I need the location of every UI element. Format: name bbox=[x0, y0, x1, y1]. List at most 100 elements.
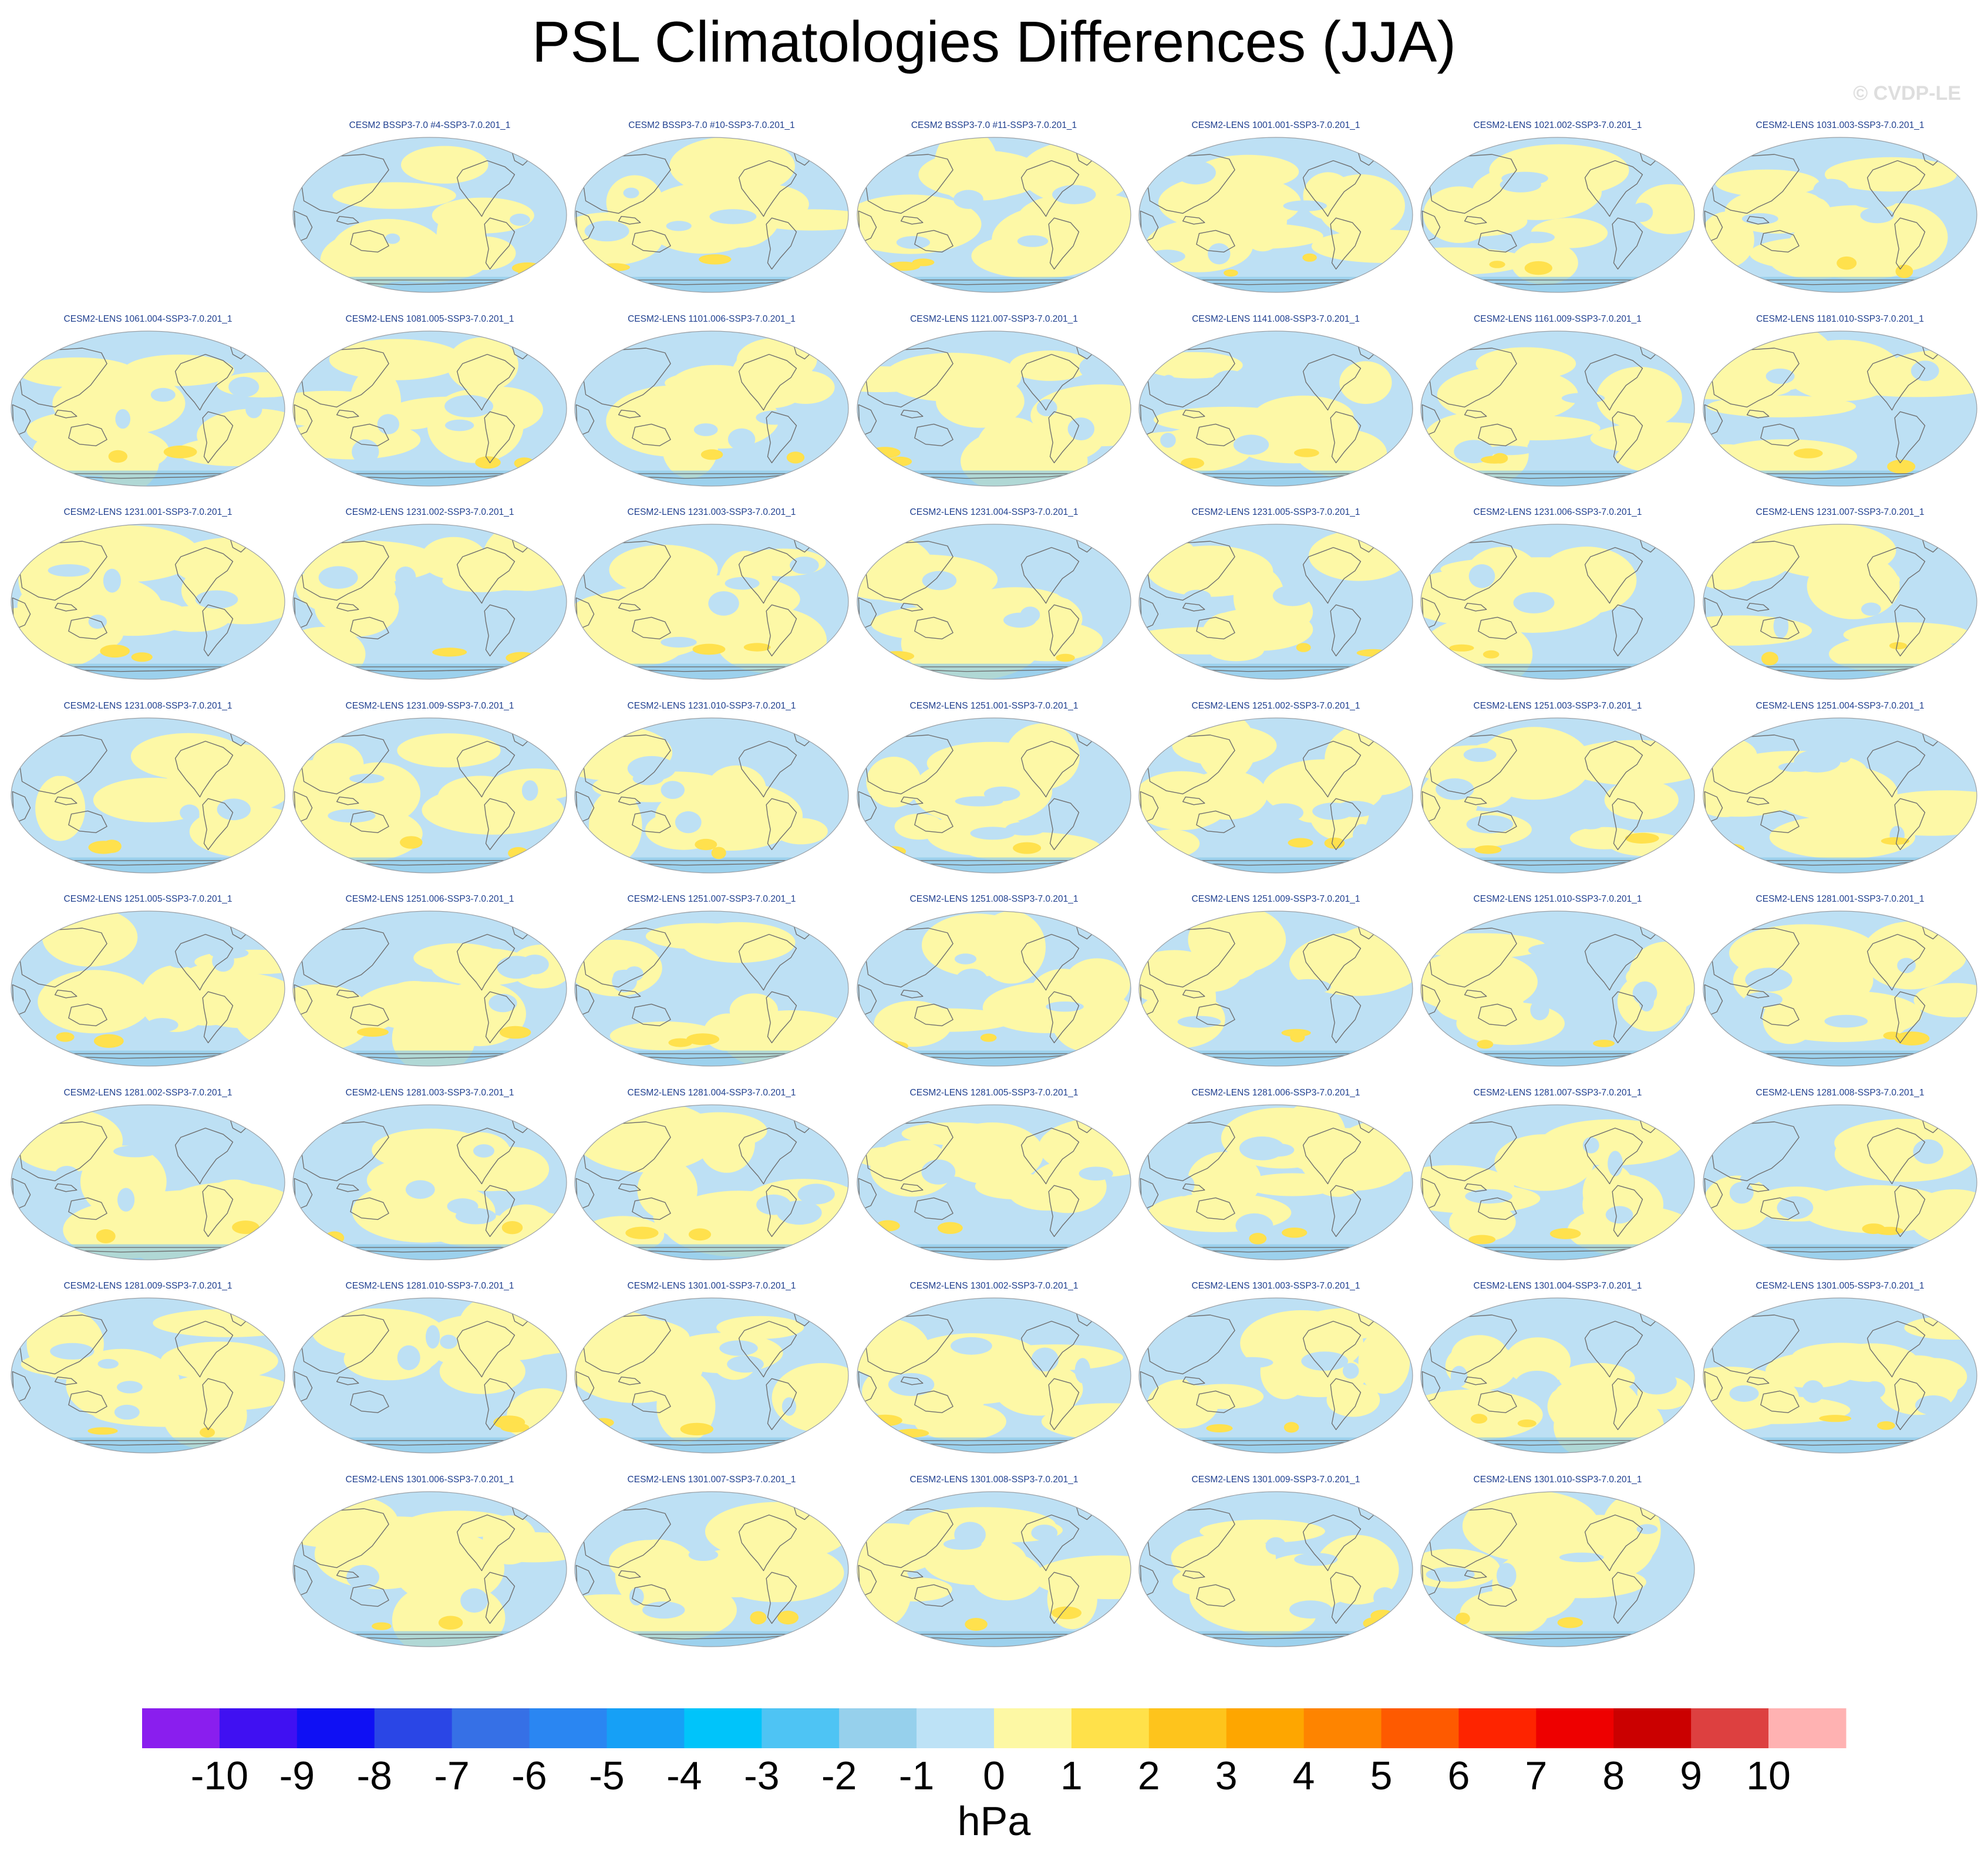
positive-anomaly-region bbox=[857, 1146, 936, 1168]
negative-anomaly-region bbox=[395, 566, 416, 588]
coastline bbox=[900, 1376, 924, 1385]
strong-positive-anomaly bbox=[1517, 1419, 1537, 1428]
panel-title: CESM2-LENS 1031.003-SSP3-7.0.201_1 bbox=[1755, 120, 1925, 130]
coastline bbox=[1302, 547, 1362, 604]
coastline bbox=[484, 798, 515, 851]
coastline bbox=[1427, 348, 1517, 408]
coastline bbox=[1302, 353, 1362, 411]
coastline bbox=[1746, 1376, 1770, 1385]
panel-title: CESM2-LENS 1231.003-SSP3-7.0.201_1 bbox=[627, 507, 796, 517]
map-border bbox=[857, 137, 1131, 293]
southern-ocean-anomaly bbox=[1139, 1050, 1413, 1066]
colorbar-swatch bbox=[994, 1708, 1072, 1748]
positive-anomaly-region bbox=[736, 338, 817, 382]
panel-title: CESM2-LENS 1301.009-SSP3-7.0.201_1 bbox=[1191, 1475, 1360, 1485]
positive-anomaly-region bbox=[130, 733, 246, 780]
negative-anomaly-region bbox=[1160, 375, 1177, 397]
coastline bbox=[1760, 1197, 1800, 1220]
map-border bbox=[1703, 331, 1977, 487]
coastline bbox=[914, 1003, 953, 1027]
map-plot bbox=[857, 1297, 1131, 1454]
map-plot bbox=[574, 1297, 849, 1454]
panel-title: CESM2-LENS 1251.008-SSP3-7.0.201_1 bbox=[909, 894, 1079, 904]
negative-anomaly-region bbox=[352, 439, 379, 464]
colorbar-tick-label: -2 bbox=[821, 1754, 857, 1798]
negative-anomaly-region bbox=[790, 557, 819, 574]
negative-anomaly-region bbox=[1801, 1380, 1824, 1403]
positive-anomaly-region bbox=[331, 218, 444, 282]
colorbar-tick-label: -3 bbox=[744, 1754, 779, 1798]
positive-anomaly-region bbox=[38, 970, 152, 1034]
positive-anomaly-region bbox=[19, 357, 136, 387]
southern-ocean-anomaly bbox=[1421, 276, 1694, 292]
map-panel: CESM2 BSSP3-7.0 #4-SSP3-7.0.201_1 bbox=[291, 120, 568, 296]
map-border bbox=[1138, 1104, 1413, 1260]
map-plot bbox=[1138, 524, 1413, 680]
strong-positive-anomaly bbox=[1356, 649, 1390, 657]
positive-anomaly-region bbox=[294, 541, 440, 583]
map-panel: CESM2-LENS 1251.007-SSP3-7.0.201_1 bbox=[573, 894, 850, 1070]
coastline bbox=[336, 602, 359, 612]
colorbar: -10 -9 -8 -7 -6 -5 -4 -3 -2 -1 0 1 2 3 4 5 6 7 8 9 10 bbox=[142, 1708, 1847, 1798]
negative-anomaly-region bbox=[1272, 585, 1313, 606]
coastline bbox=[1478, 810, 1517, 834]
panel-title: CESM2-LENS 1301.005-SSP3-7.0.201_1 bbox=[1755, 1281, 1925, 1291]
strong-positive-anomaly bbox=[108, 450, 127, 463]
map-plot bbox=[292, 911, 567, 1067]
negative-anomaly-region bbox=[1426, 1567, 1475, 1582]
negative-anomaly-region bbox=[1468, 564, 1495, 588]
coastline bbox=[1894, 798, 1926, 851]
map-plot bbox=[1420, 1297, 1695, 1454]
southern-ocean-anomaly bbox=[11, 1244, 285, 1260]
coastline bbox=[336, 1570, 359, 1579]
positive-anomaly-region bbox=[401, 146, 488, 184]
southern-ocean-anomaly bbox=[293, 1437, 567, 1453]
panel-title: CESM2-LENS 1231.007-SSP3-7.0.201_1 bbox=[1755, 507, 1925, 517]
strong-positive-anomaly bbox=[894, 1428, 929, 1438]
colorbar-swatch bbox=[1768, 1708, 1847, 1748]
coastline bbox=[900, 796, 924, 805]
negative-anomaly-region bbox=[661, 781, 685, 799]
map-panel: CESM2-LENS 1141.008-SSP3-7.0.201_1 bbox=[1137, 314, 1414, 490]
negative-anomaly-region bbox=[1630, 203, 1653, 222]
coastline bbox=[914, 1197, 953, 1220]
colorbar-swatch bbox=[1226, 1708, 1305, 1748]
coastline bbox=[1302, 933, 1362, 991]
negative-anomaly-region bbox=[494, 177, 533, 196]
map-plot bbox=[1420, 137, 1695, 293]
coastline bbox=[632, 1197, 671, 1220]
positive-anomaly-region bbox=[451, 236, 516, 270]
strong-positive-anomaly bbox=[500, 1422, 530, 1432]
strong-positive-anomaly bbox=[88, 841, 119, 854]
coastline bbox=[1584, 1320, 1643, 1378]
positive-anomaly-region bbox=[682, 922, 796, 963]
negative-anomaly-region bbox=[1450, 1365, 1468, 1387]
positive-anomaly-region bbox=[1203, 608, 1313, 651]
negative-anomaly-region bbox=[1175, 160, 1216, 185]
negative-anomaly-region bbox=[592, 1524, 625, 1534]
map-panel: CESM2 BSSP3-7.0 #10-SSP3-7.0.201_1 bbox=[573, 120, 850, 296]
map-panel: CESM2 BSSP3-7.0 #11-SSP3-7.0.201_1 bbox=[855, 120, 1133, 296]
coastline bbox=[350, 230, 389, 253]
panel-title: CESM2-LENS 1251.005-SSP3-7.0.201_1 bbox=[63, 894, 233, 904]
panel-title: CESM2-LENS 1101.006-SSP3-7.0.201_1 bbox=[628, 314, 796, 324]
coastline bbox=[350, 1390, 389, 1414]
map-panel: CESM2-LENS 1251.009-SSP3-7.0.201_1 bbox=[1137, 894, 1414, 1070]
coastline bbox=[766, 411, 797, 464]
coastline bbox=[1866, 933, 1926, 991]
map-border bbox=[292, 524, 567, 680]
map-panel: CESM2-LENS 1301.002-SSP3-7.0.201_1 bbox=[855, 1281, 1133, 1457]
southern-ocean-anomaly bbox=[293, 276, 567, 292]
coastline bbox=[456, 353, 515, 411]
negative-anomaly-region bbox=[1578, 818, 1604, 829]
coastline bbox=[1302, 1127, 1362, 1185]
strong-positive-anomaly bbox=[87, 1427, 118, 1435]
strong-positive-anomaly bbox=[965, 1618, 988, 1631]
map-plot bbox=[11, 331, 285, 487]
map-panel: CESM2-LENS 1251.010-SSP3-7.0.201_1 bbox=[1419, 894, 1696, 1070]
coastline bbox=[1612, 798, 1643, 851]
negative-anomaly-region bbox=[922, 571, 957, 591]
panel-title: CESM2-LENS 1281.008-SSP3-7.0.201_1 bbox=[1755, 1088, 1925, 1098]
negative-anomaly-region bbox=[1436, 778, 1474, 800]
coastline bbox=[1746, 989, 1770, 999]
